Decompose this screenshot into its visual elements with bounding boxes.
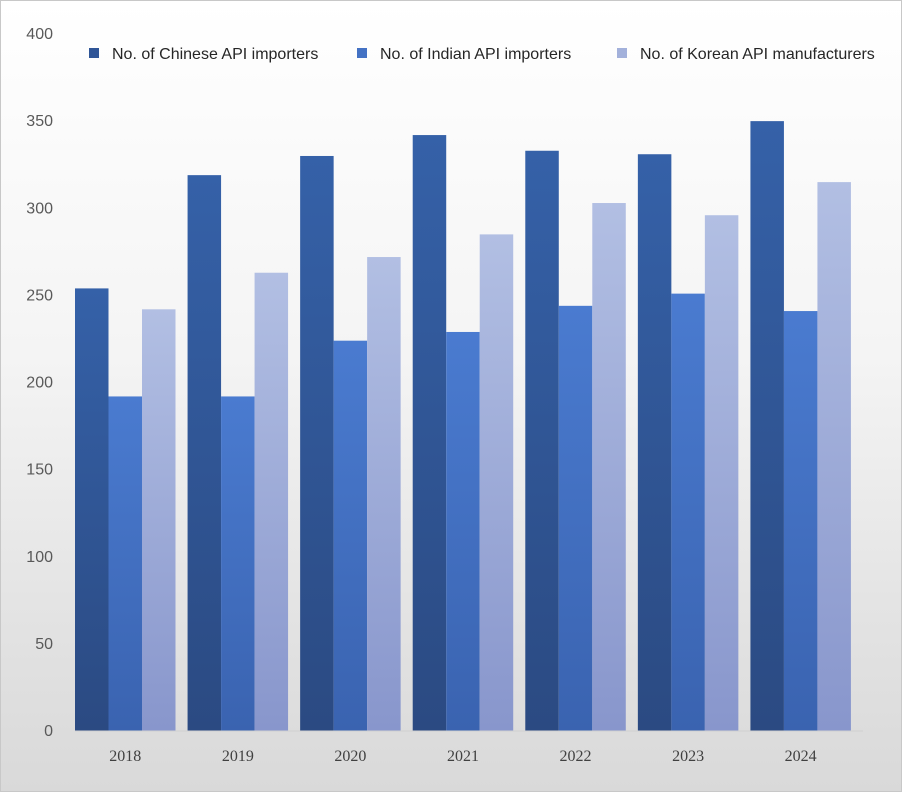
bar <box>255 273 288 731</box>
bar <box>559 306 593 731</box>
x-tick-label: 2019 <box>222 748 254 765</box>
legend-swatch <box>89 48 99 58</box>
bar <box>671 294 705 731</box>
legend: No. of Chinese API importers No. of India… <box>89 46 875 63</box>
bar <box>446 332 480 731</box>
x-axis: 2018 2019 2020 2021 2022 2023 2024 <box>75 731 863 765</box>
bar <box>367 257 401 731</box>
y-axis: 0 50 100 150 200 250 300 350 400 <box>26 26 53 740</box>
x-tick-label: 2024 <box>785 748 817 765</box>
bar <box>142 309 176 731</box>
y-tick-label: 50 <box>35 636 53 653</box>
bar <box>413 135 447 731</box>
chart-container: 0 50 100 150 200 250 300 350 400 2018 2019 2020 202… <box>0 0 902 792</box>
bar <box>480 234 514 731</box>
y-tick-label: 300 <box>26 200 53 217</box>
y-tick-label: 150 <box>26 462 53 479</box>
bar <box>109 396 143 731</box>
y-tick-label: 100 <box>26 549 53 566</box>
bar <box>188 175 222 731</box>
x-tick-label: 2023 <box>672 748 704 765</box>
bar <box>705 215 739 731</box>
bar <box>784 311 818 731</box>
legend-swatch <box>357 48 367 58</box>
bar-series-group <box>75 121 851 731</box>
legend-label: No. of Chinese API importers <box>112 46 318 63</box>
bar-chart: 0 50 100 150 200 250 300 350 400 2018 2019 2020 202… <box>1 1 901 791</box>
y-tick-label: 200 <box>26 375 53 392</box>
bar <box>334 341 368 731</box>
legend-swatch <box>617 48 627 58</box>
bar <box>750 121 784 731</box>
y-tick-label: 350 <box>26 113 53 130</box>
bar <box>300 156 334 731</box>
y-tick-label: 0 <box>44 723 53 740</box>
x-tick-label: 2018 <box>109 748 141 765</box>
y-tick-label: 250 <box>26 287 53 304</box>
x-tick-label: 2020 <box>334 748 366 765</box>
bar <box>75 288 109 731</box>
bar <box>221 396 255 731</box>
bar <box>817 182 851 731</box>
bar <box>592 203 626 731</box>
x-tick-label: 2021 <box>447 748 479 765</box>
bar <box>638 154 672 731</box>
bar <box>525 151 559 731</box>
y-tick-label: 400 <box>26 26 53 43</box>
legend-label: No. of Indian API importers <box>380 46 571 63</box>
legend-label: No. of Korean API manufacturers <box>640 46 875 63</box>
x-tick-label: 2022 <box>560 748 592 765</box>
